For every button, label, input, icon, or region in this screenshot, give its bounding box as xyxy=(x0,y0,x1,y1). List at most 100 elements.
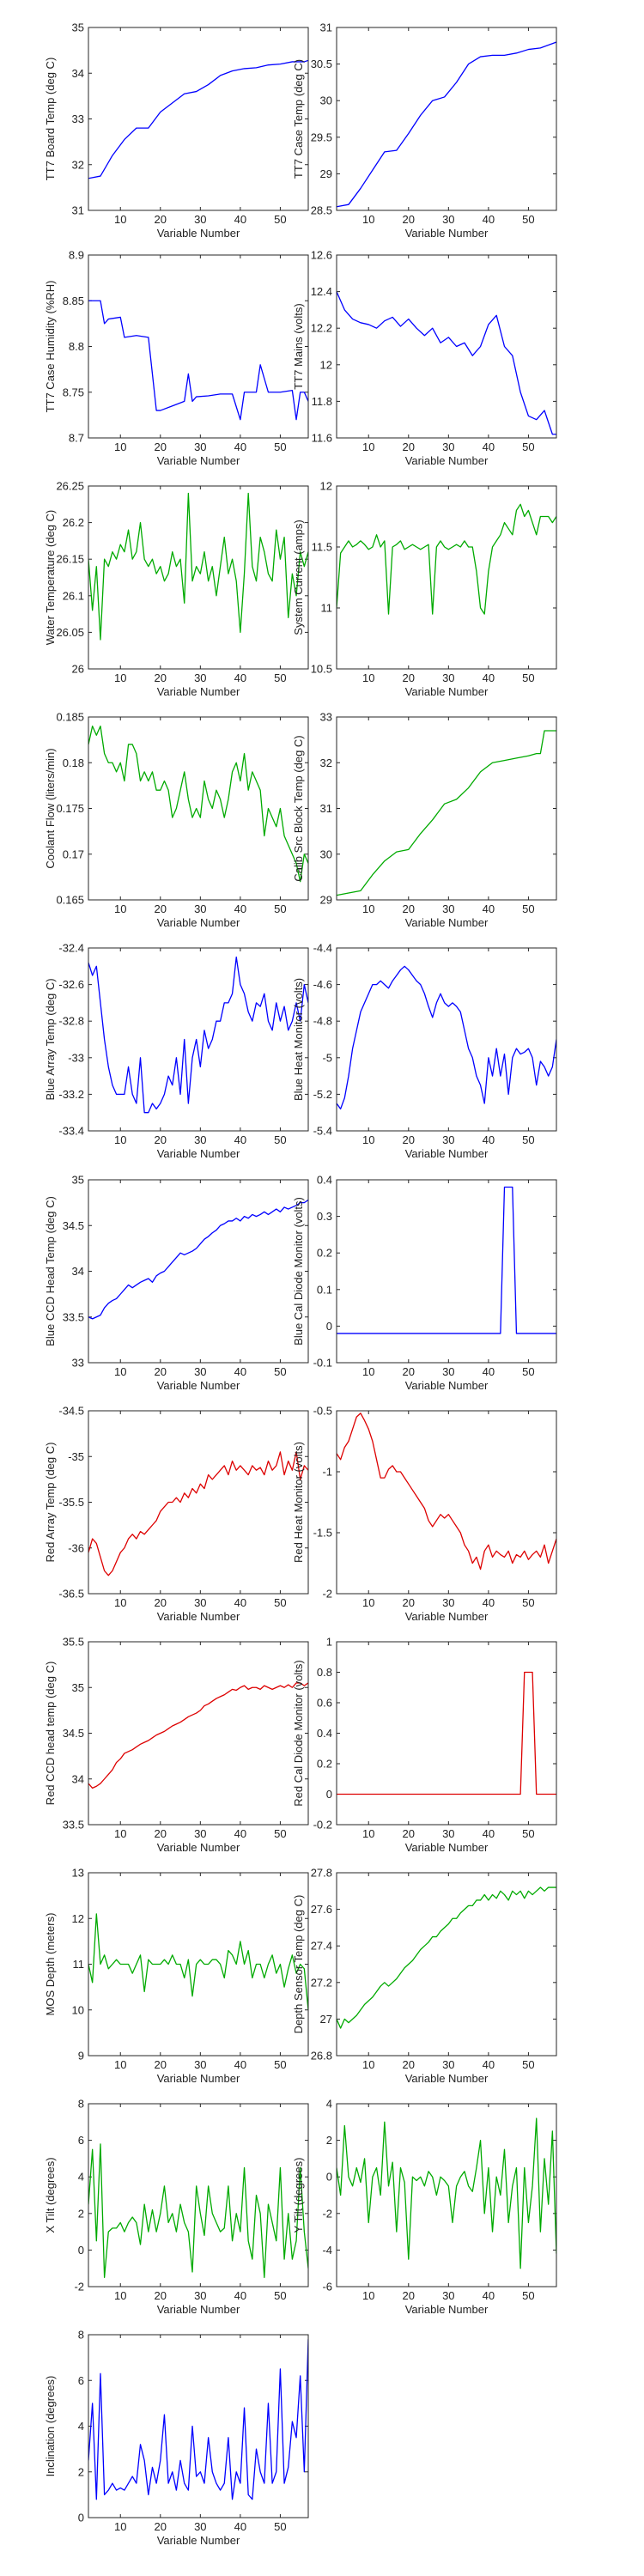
x-tick-label: 40 xyxy=(483,2058,495,2071)
y-tick-label: 12.6 xyxy=(311,249,332,262)
chart-panel-21: 10 20 30 40 50 0 2 4 6 8 Variable Number Inclinatio… xyxy=(44,2329,309,2547)
y-tick-label: 9 xyxy=(78,2050,84,2063)
chart-panel-5: 10 20 30 40 50 26 26.05 26.1 26.15 26.2 26.25 Varia… xyxy=(44,480,309,698)
y-tick-label: -0.2 xyxy=(313,1819,332,1832)
chart-panel-18: 10 20 30 40 50 26.8 27 27.2 27.4 27.6 27.8 Variable… xyxy=(292,1867,557,2085)
y-tick-label: 0.18 xyxy=(63,756,84,769)
x-tick-label: 30 xyxy=(194,902,206,915)
x-tick-label: 40 xyxy=(483,1365,495,1378)
y-axis-label: TT7 Mains (volts) xyxy=(292,303,305,389)
x-tick-label: 40 xyxy=(483,1596,495,1609)
x-tick-label: 40 xyxy=(483,213,495,226)
y-tick-label: -5.4 xyxy=(313,1125,332,1138)
chart-panel-19: 10 20 30 40 50 -2 0 2 4 6 8 Variable Number X Tilt (… xyxy=(44,2098,309,2316)
y-tick-label: -1.5 xyxy=(313,1527,332,1540)
y-axis-label: MOS Depth (meters) xyxy=(44,1913,57,2016)
chart-panel-9: 10 20 30 40 50 -33.4 -33.2 -33 -32.8 -32.6 -32.4 Va… xyxy=(44,942,309,1160)
x-tick-label: 30 xyxy=(194,213,206,226)
y-tick-label: 12 xyxy=(72,1912,84,1925)
x-tick-label: 40 xyxy=(234,1827,246,1840)
x-tick-label: 30 xyxy=(194,1365,206,1378)
y-tick-label: 29 xyxy=(320,167,332,180)
x-tick-label: 30 xyxy=(442,2289,454,2302)
x-tick-label: 20 xyxy=(403,1596,415,1609)
x-tick-label: 10 xyxy=(362,1827,374,1840)
x-tick-label: 40 xyxy=(483,1827,495,1840)
y-tick-label: -32.6 xyxy=(58,978,84,991)
x-axis-label: Variable Number xyxy=(157,454,240,467)
x-tick-label: 50 xyxy=(522,2289,534,2302)
y-tick-label: 0.175 xyxy=(56,802,84,815)
y-axis-label: Red CCD head temp (deg C) xyxy=(44,1662,57,1806)
x-axis-label: Variable Number xyxy=(405,2072,489,2085)
series-line xyxy=(88,1913,308,2010)
x-tick-label: 10 xyxy=(362,213,374,226)
x-tick-label: 50 xyxy=(274,902,286,915)
series-line xyxy=(337,1186,556,1334)
y-tick-label: 4 xyxy=(326,2098,332,2111)
x-tick-label: 40 xyxy=(483,2289,495,2302)
y-tick-label: -2 xyxy=(322,2207,332,2220)
axes-frame xyxy=(336,485,557,670)
y-tick-label: 8.8 xyxy=(69,340,84,353)
chart-panel-2: 10 20 30 40 50 28.5 29 29.5 30 30.5 31 Variable Num… xyxy=(292,21,557,240)
x-axis-label: Variable Number xyxy=(157,2303,240,2316)
x-axis-label: Variable Number xyxy=(157,916,240,929)
x-tick-label: 10 xyxy=(114,2058,126,2071)
y-tick-label: -34.5 xyxy=(58,1405,84,1418)
y-tick-label: 31 xyxy=(72,204,84,217)
y-tick-label: 8 xyxy=(78,2329,84,2342)
chart-panel-3: 10 20 30 40 50 8.7 8.75 8.8 8.85 8.9 Variable Numb… xyxy=(44,249,309,467)
x-tick-label: 10 xyxy=(362,1133,374,1146)
axes-frame xyxy=(336,716,557,901)
series-line xyxy=(88,726,308,883)
x-tick-label: 20 xyxy=(403,1827,415,1840)
y-tick-label: 0.2 xyxy=(317,1758,332,1771)
x-tick-label: 30 xyxy=(194,1596,206,1609)
y-tick-label: 27.8 xyxy=(311,1867,332,1880)
y-tick-label: 0 xyxy=(326,1788,332,1801)
x-tick-label: 40 xyxy=(234,2289,246,2302)
x-tick-label: 10 xyxy=(114,1365,126,1378)
y-tick-label: 11 xyxy=(73,1958,85,1971)
y-tick-label: 8.85 xyxy=(63,295,84,307)
series-line xyxy=(337,1671,556,1795)
x-tick-label: 20 xyxy=(403,2289,415,2302)
x-tick-label: 10 xyxy=(362,440,374,453)
x-tick-label: 30 xyxy=(442,671,454,684)
axes-frame xyxy=(88,485,309,670)
axes-frame xyxy=(336,27,557,211)
y-tick-label: -2 xyxy=(74,2281,84,2293)
chart-panel-16: 10 20 30 40 50 -0.2 0 0.2 0.4 0.6 0.8 1 Variable Num… xyxy=(292,1636,557,1854)
x-tick-label: 10 xyxy=(114,2520,126,2533)
y-tick-label: -33.4 xyxy=(58,1125,84,1138)
y-tick-label: 35 xyxy=(72,1681,84,1694)
x-axis-label: Variable Number xyxy=(157,685,240,698)
y-tick-label: -4.4 xyxy=(313,942,332,955)
y-tick-label: 33 xyxy=(320,711,332,724)
x-tick-label: 30 xyxy=(442,440,454,453)
axes-frame xyxy=(88,2334,309,2518)
series-line xyxy=(337,1886,556,2029)
x-tick-label: 20 xyxy=(403,902,415,915)
x-tick-label: 40 xyxy=(234,671,246,684)
x-tick-label: 20 xyxy=(403,1365,415,1378)
x-axis-label: Variable Number xyxy=(405,454,489,467)
y-tick-label: 6 xyxy=(78,2374,84,2387)
x-tick-label: 30 xyxy=(442,1827,454,1840)
series-line xyxy=(337,730,556,896)
x-tick-label: 50 xyxy=(522,1133,534,1146)
x-tick-label: 20 xyxy=(155,1596,167,1609)
x-tick-label: 50 xyxy=(274,1596,286,1609)
x-axis-label: Variable Number xyxy=(405,1147,489,1160)
y-tick-label: 35.5 xyxy=(63,1636,84,1649)
axes-frame xyxy=(336,1179,557,1364)
axes-frame xyxy=(88,254,309,439)
x-tick-label: 50 xyxy=(522,671,534,684)
x-axis-label: Variable Number xyxy=(405,685,489,698)
x-axis-label: Variable Number xyxy=(157,1147,240,1160)
x-tick-label: 20 xyxy=(155,440,167,453)
y-axis-label: Inclination (degrees) xyxy=(44,2376,57,2477)
x-tick-label: 40 xyxy=(483,671,495,684)
y-tick-label: 0.3 xyxy=(317,1210,332,1223)
